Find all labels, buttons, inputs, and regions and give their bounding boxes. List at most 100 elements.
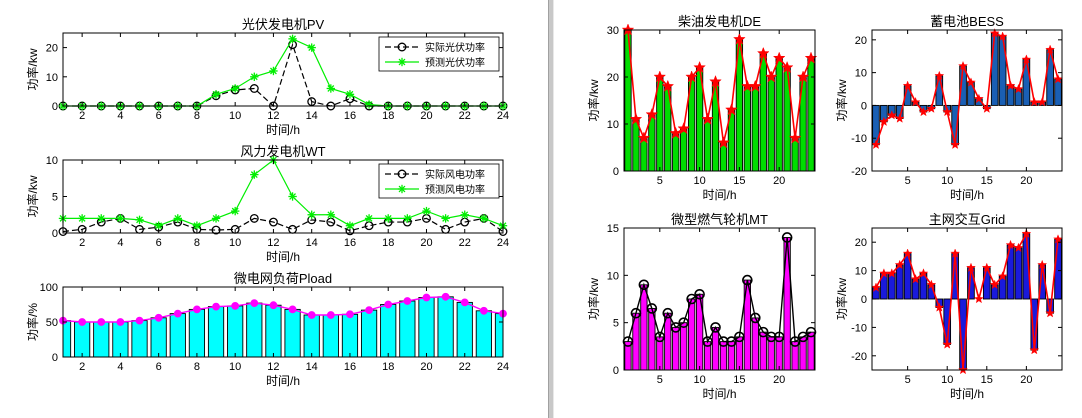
pload-point: [154, 313, 163, 322]
pv-legend-label: 预测光伏功率: [425, 56, 485, 69]
pload-xtick-label: 4: [117, 361, 123, 373]
mt-axes-frame: [623, 227, 816, 371]
mt-point: [638, 279, 650, 291]
mt-ylabel: 功率/kw: [586, 278, 601, 320]
wt-legend-marker: [397, 184, 407, 194]
pv-legend-marker: [397, 57, 407, 67]
wt-xtick-label: 16: [344, 237, 356, 249]
de-point: [709, 74, 722, 88]
wt-series-1-point-stroke: [442, 214, 450, 222]
wt-series-1-point-stroke: [212, 214, 220, 222]
bess-point: [958, 60, 968, 71]
de-point: [629, 112, 643, 125]
bess-point: [886, 110, 897, 120]
wt-series-1-point-stroke: [231, 207, 239, 215]
pload-xtick-label: 20: [420, 361, 432, 373]
window-divider[interactable]: [548, 0, 554, 418]
grid-xtick-label: 15: [981, 374, 993, 386]
wt-series-1-point: [422, 206, 431, 216]
bess-xtick-label: 20: [1020, 175, 1032, 187]
bess-point: [989, 28, 1000, 38]
wt-series-1-point-stroke: [480, 214, 488, 222]
grid-xtick-label: 5: [905, 374, 911, 386]
mt-point: [622, 336, 634, 347]
pv-xlabel: 时间/h: [266, 123, 300, 137]
bess-ytick-label: -20: [851, 166, 867, 178]
wt-series-1-point: [192, 221, 202, 230]
pv-xtick-label: 20: [420, 110, 432, 122]
mt-bar: [759, 331, 767, 371]
pv-legend-marker: [397, 42, 407, 52]
de-bar: [703, 118, 712, 172]
pv-ytick-label: 20: [46, 43, 58, 55]
de-ytick-label: 20: [607, 72, 619, 84]
wt-series-1-point: [173, 214, 182, 223]
pload-bar: [380, 304, 397, 358]
wt-series-0-point: [211, 225, 221, 235]
pload-bar: [74, 321, 91, 358]
wt-series-1-point: [288, 192, 297, 201]
de-point: [693, 60, 706, 74]
de-xtick-label: 15: [733, 175, 745, 187]
de-point: [685, 70, 699, 83]
pv-xtick-label: 22: [459, 110, 471, 122]
bess-point: [1005, 80, 1016, 90]
wt-series-1-point-stroke: [116, 214, 124, 222]
grid-point: [981, 262, 992, 272]
wt-series-0-point: [249, 213, 259, 223]
pload-bar: [341, 313, 359, 358]
de-bar: [751, 85, 759, 172]
pload-xtick-label: 2: [79, 361, 85, 373]
pload-point: [288, 305, 297, 314]
grid-ytick-label: 0: [861, 294, 867, 306]
pv-series-1-point-stroke: [250, 73, 258, 81]
pv-legend-marker-stroke: [398, 58, 406, 66]
pload-bar: [246, 302, 263, 358]
pload-point: [326, 311, 335, 319]
mt-point: [630, 307, 642, 319]
de-plot-area: [624, 30, 815, 171]
mt-ytick-label: 15: [607, 223, 619, 235]
pload-title: 微电网负荷Pload: [234, 271, 332, 286]
grid-xtick-label: 10: [941, 374, 953, 386]
pv-xtick-label: 12: [267, 110, 279, 122]
pload-xtick-label: 10: [229, 361, 241, 373]
grid-point: [1045, 308, 1056, 318]
pload-bar: [62, 320, 72, 358]
de-point: [725, 103, 738, 116]
pload-bar: [360, 309, 378, 358]
wt-series-1-point: [135, 215, 144, 225]
pv-series-1-point: [307, 43, 316, 52]
pv-series-1-point-stroke: [212, 90, 220, 98]
grid-ylabel: 功率/kw: [834, 278, 849, 320]
pload-point: [97, 318, 106, 326]
wt-xtick-label: 6: [156, 237, 162, 249]
pload-point: [346, 310, 354, 319]
mt-ytick-label: 5: [613, 318, 619, 330]
pload-bar: [265, 304, 282, 358]
pload-point: [173, 309, 182, 318]
de-point: [772, 51, 786, 64]
pv-series-1-point: [288, 34, 297, 44]
pv-axes-frame: [62, 32, 504, 107]
bess-axes-frame: [871, 29, 1063, 172]
wt-series-0-point: [268, 217, 278, 227]
pload-bar: [207, 306, 225, 358]
bess-point: [926, 103, 937, 113]
pload-xtick-label: 14: [306, 361, 318, 373]
bess-point: [918, 106, 929, 117]
pload-xtick-label: 6: [156, 361, 162, 373]
mt-point: [726, 336, 737, 347]
de-point: [621, 23, 635, 36]
wt-legend-marker: [397, 169, 407, 179]
de-point: [756, 46, 770, 59]
grid-title: 主网交互Grid: [929, 212, 1006, 227]
bess-point: [1037, 96, 1048, 107]
pv-series-1-point-stroke: [231, 85, 239, 92]
pload-bar: [188, 308, 206, 358]
wt-series-1-point-stroke: [423, 207, 430, 215]
wt-series-1-point-stroke: [308, 211, 316, 219]
bess-title: 蓄电池BESS: [930, 14, 1004, 29]
bess-point: [910, 96, 921, 107]
